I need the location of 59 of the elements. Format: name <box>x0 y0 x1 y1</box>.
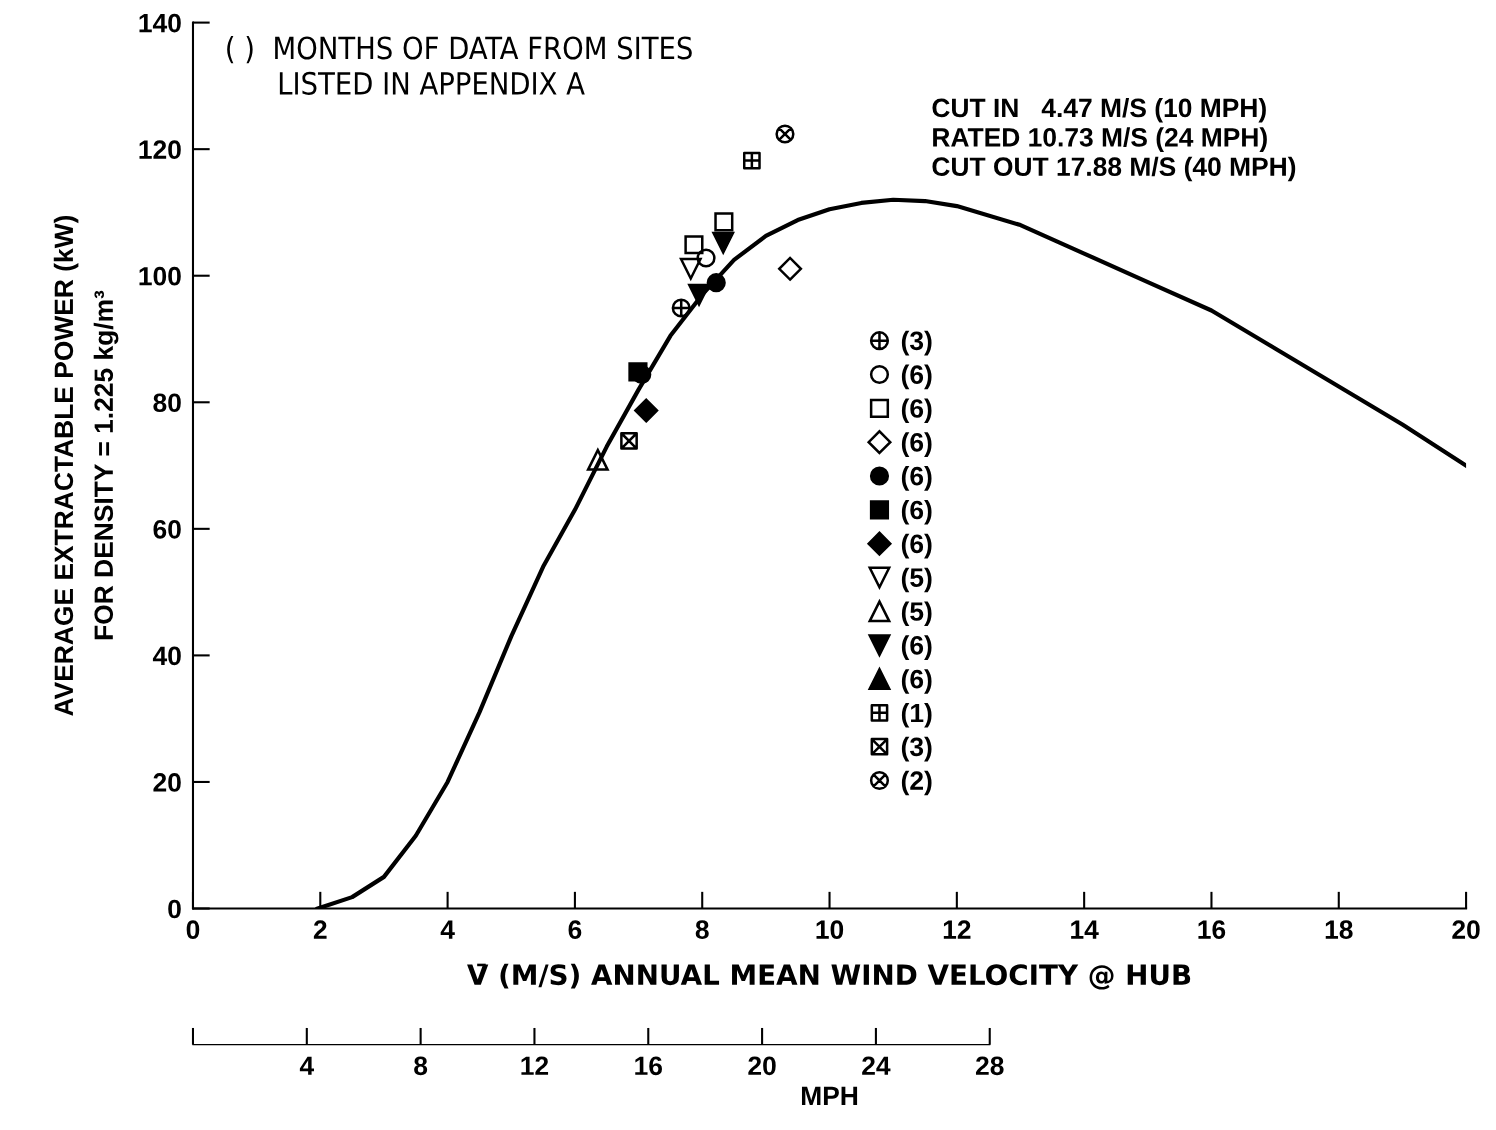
x-tick-label: 14 <box>1071 920 1099 939</box>
x2-tick-label: 12 <box>521 1056 549 1075</box>
legend-label: (6) <box>901 533 932 559</box>
y-tick-label: 80 <box>153 393 181 413</box>
point <box>742 151 761 170</box>
legend-label: (6) <box>901 466 932 491</box>
legend-label: (5) <box>901 601 932 627</box>
point <box>712 231 735 254</box>
y-tick-label: 60 <box>153 519 181 539</box>
point <box>778 256 803 281</box>
point <box>706 273 726 293</box>
x-tick-label: 4 <box>440 920 455 939</box>
point <box>714 212 734 232</box>
y-tick-label: 100 <box>139 266 181 286</box>
x-tick-label: 8 <box>695 920 709 940</box>
y-tick-label: 20 <box>153 773 181 792</box>
legend-label: (3) <box>901 736 932 762</box>
x2-tick-label: 28 <box>975 1056 1004 1076</box>
point <box>775 124 795 144</box>
x2-tick-label: 16 <box>635 1056 662 1076</box>
x2-tick-label: 4 <box>299 1056 314 1075</box>
x2-tick-label: 20 <box>748 1056 776 1076</box>
x-tick-label: 2 <box>313 920 327 939</box>
point <box>696 248 716 268</box>
x2-tick-label: 8 <box>414 1056 428 1076</box>
legend-label: (6) <box>901 432 932 457</box>
x2-axis-title: MPH <box>801 1086 858 1106</box>
legend-label: (6) <box>901 635 932 660</box>
point <box>586 448 609 471</box>
x-axis-title: V̄ (M/S) ANNUAL MEAN WIND VELOCITY @ HUB <box>467 963 1191 990</box>
point <box>634 398 659 423</box>
x-tick-label: 6 <box>568 920 582 940</box>
point <box>671 298 691 318</box>
y-tick-label: 40 <box>152 646 181 666</box>
legend-label: (6) <box>901 669 932 694</box>
legend-label: (3) <box>901 330 932 356</box>
annotation: CUT IN 4.47 M/S (10 MPH) RATED 10.73 M/S (24 MPH) CUT OUT 17.88 M/S (40 MPH) <box>932 97 1296 182</box>
x-tick-label: 16 <box>1198 920 1226 940</box>
annotation: ( ) MONTHS OF DATA FROM SITES LISTED IN APPENDIX A <box>227 35 692 95</box>
point <box>620 431 638 450</box>
x-tick-label: 18 <box>1325 920 1353 940</box>
point <box>688 283 711 306</box>
x-tick-label: 20 <box>1452 920 1480 940</box>
y-tick-label: 120 <box>139 140 181 159</box>
y-tick-label: 0 <box>168 899 181 919</box>
legend-label: (6) <box>901 364 932 390</box>
y-axis-title: AVERAGE EXTRACTABLE POWER (kW) FOR DENSITY = 1.225 kg/m³ <box>53 215 119 716</box>
legend-label: (2) <box>901 770 932 796</box>
legend-label: (6) <box>901 499 932 525</box>
x-tick-label: 10 <box>816 920 844 940</box>
point <box>684 235 704 255</box>
y-tick-label: 140 <box>139 13 181 33</box>
x2-tick-label: 24 <box>862 1056 891 1075</box>
x-tick-label: 12 <box>943 920 971 939</box>
legend-label: (6) <box>901 398 932 424</box>
x-tick-label: 0 <box>186 920 200 940</box>
point <box>679 257 702 280</box>
legend-label: (5) <box>901 567 932 593</box>
legend-label: (1) <box>901 702 932 728</box>
